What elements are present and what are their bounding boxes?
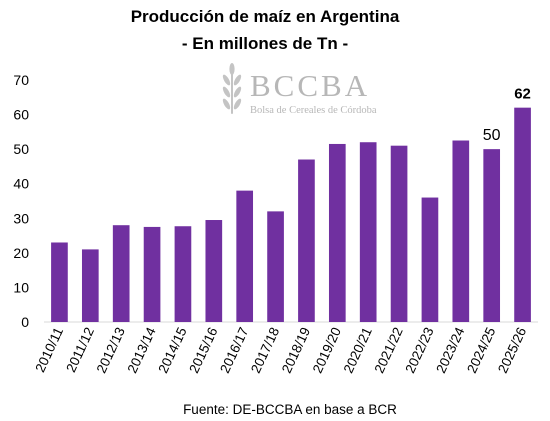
bar: [174, 226, 192, 322]
data-label: 62: [514, 86, 531, 103]
x-tick-label: 2023/24: [433, 324, 467, 375]
bar: [483, 149, 501, 322]
chart-subtitle: - En millones de Tn -: [182, 34, 348, 53]
source-note: Fuente: DE-BCCBA en base a BCR: [183, 402, 397, 417]
bar: [205, 220, 223, 322]
x-tick-label: 2021/22: [372, 325, 406, 376]
y-tick-label: 50: [13, 141, 29, 157]
x-tick-label: 2020/21: [341, 325, 375, 376]
chart-title: Producción de maíz en Argentina: [131, 7, 400, 26]
x-tick-label: 2015/16: [186, 325, 220, 376]
x-tick-label: 2019/20: [310, 325, 344, 376]
x-tick-label: 2014/15: [155, 325, 189, 376]
y-tick-label: 10: [13, 279, 29, 295]
bars: [51, 107, 531, 323]
data-label: 50: [483, 127, 501, 144]
x-tick-label: 2024/25: [464, 325, 498, 376]
x-axis: 2010/112011/122012/132013/142014/152015/…: [32, 324, 529, 375]
bar: [51, 242, 68, 322]
bar: [359, 142, 377, 322]
y-tick-label: 0: [21, 314, 29, 330]
data-labels: 50 62: [483, 86, 531, 144]
x-tick-label: 2017/18: [248, 325, 282, 376]
x-tick-label: 2025/26: [495, 325, 529, 376]
y-tick-label: 40: [13, 176, 29, 192]
bar: [81, 249, 99, 322]
watermark-logo-subtext: Bolsa de Cereales de Córdoba: [250, 105, 377, 116]
bar: [236, 190, 254, 322]
bar: [112, 225, 130, 322]
y-tick-label: 70: [13, 72, 29, 88]
wheat-icon: [222, 63, 242, 114]
x-tick-label: 2016/17: [217, 325, 251, 376]
bar: [267, 211, 284, 322]
bar: [298, 159, 315, 322]
bar: [452, 140, 470, 322]
y-tick-label: 60: [13, 107, 29, 123]
y-axis: 0 10 20 30 40 50 60 70: [13, 72, 29, 330]
x-tick-label: 2010/11: [32, 325, 66, 375]
x-tick-label: 2012/13: [94, 325, 128, 376]
x-tick-label: 2013/14: [125, 324, 159, 375]
bar: [143, 226, 161, 322]
y-tick-label: 30: [13, 210, 29, 226]
x-tick-label: 2011/12: [63, 325, 97, 375]
bar: [514, 107, 531, 323]
bar: [421, 197, 439, 322]
x-tick-label: 2018/19: [279, 325, 313, 376]
bar: [328, 143, 346, 322]
bccba-watermark: BCCBA Bolsa de Cereales de Córdoba: [222, 63, 377, 116]
watermark-logo-text: BCCBA: [250, 68, 370, 103]
y-tick-label: 20: [13, 245, 29, 261]
x-tick-label: 2022/23: [402, 325, 436, 376]
bar: [390, 145, 408, 322]
